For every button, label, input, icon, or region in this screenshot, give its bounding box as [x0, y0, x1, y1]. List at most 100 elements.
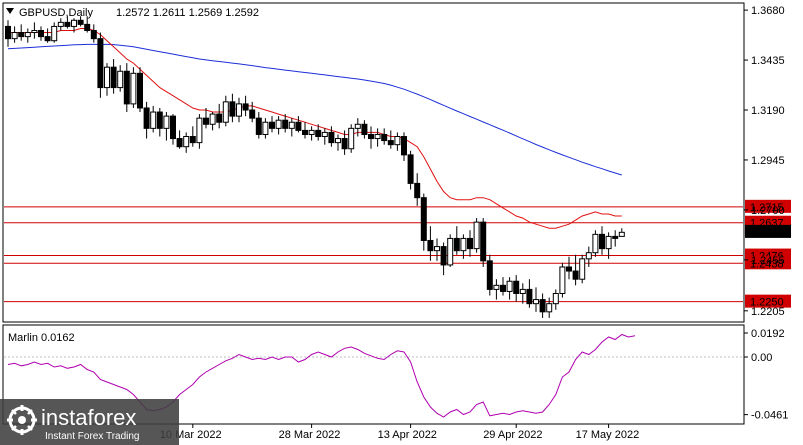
candle-bearish [526, 288, 533, 305]
oscillator-panel-frame [2, 324, 745, 425]
watermark-tagline: Instant Forex Trading [45, 431, 140, 442]
candle-bearish [90, 30, 97, 40]
candle-bullish [51, 25, 58, 42]
instaforex-logo-icon [7, 405, 37, 435]
candle-bullish [24, 32, 31, 38]
osc-tick-label: 0.0192 [751, 328, 785, 340]
oscillator-title: Marlin 0.0162 [8, 332, 75, 344]
level-price-label: 1.2438 [750, 258, 784, 270]
candle-bullish [183, 136, 190, 148]
candle-bullish [473, 221, 480, 250]
candle-bearish [302, 129, 308, 135]
current-price-badge [745, 224, 791, 238]
candle-bearish [242, 103, 249, 111]
candle-bearish [420, 197, 427, 241]
candle-bearish [328, 131, 335, 144]
level-price-badge [745, 199, 791, 213]
main-panel-frame [2, 2, 745, 323]
candles-layer [5, 16, 625, 318]
collapse-triangle-icon[interactable] [6, 8, 14, 14]
candle-bearish [18, 32, 25, 38]
candle-bearish [612, 235, 619, 239]
candle-bullish [275, 119, 282, 129]
candle-bearish [486, 260, 493, 290]
x-tick-label: 28 Mar 2022 [279, 429, 341, 441]
candle-bullish [104, 66, 110, 89]
candle-bearish [249, 109, 256, 119]
candle-bearish [123, 70, 130, 105]
candle-bearish [467, 237, 473, 250]
oscillator-line [7, 333, 636, 418]
candle-bearish [143, 107, 150, 129]
y-tick-label: 1.3680 [751, 5, 785, 17]
candle-bullish [196, 117, 203, 144]
candle-bearish [387, 140, 394, 146]
candle-bearish [282, 119, 289, 129]
candle-bullish [559, 266, 566, 294]
candle-bullish [460, 237, 467, 252]
x-tick-label: 13 Apr 2022 [378, 429, 437, 441]
y-tick-label: 1.2205 [751, 306, 785, 318]
candle-bullish [31, 30, 38, 34]
candle-bearish [84, 23, 91, 32]
candle-bullish [236, 103, 242, 117]
candle-bearish [539, 299, 546, 313]
candle-bullish [592, 233, 599, 254]
candle-bullish [374, 133, 381, 140]
candle-bearish [189, 136, 196, 144]
candle-bullish [447, 237, 454, 266]
candle-bullish [288, 121, 295, 129]
candle-bullish [222, 101, 229, 123]
candle-bearish [269, 121, 275, 129]
candle-bearish [513, 280, 520, 294]
candle-bullish [434, 246, 440, 252]
candle-bearish [110, 66, 117, 89]
slow-moving-average-line [7, 43, 622, 176]
level-price-label: 1.2250 [750, 297, 784, 309]
candle-bearish [427, 239, 434, 252]
oscillator-panel: 0.0192 0.00 -0.0461 Marlin 0.0162 [2, 324, 788, 425]
candle-bullish [506, 280, 513, 292]
candle-bullish [262, 121, 269, 135]
price-axis: 1.3680 1.3435 1.3190 1.2945 1.2700 1.2455 1.22… [744, 5, 785, 318]
candle-bullish [321, 131, 328, 138]
candle-bullish [605, 235, 612, 250]
candle-bearish [599, 233, 605, 250]
candle-bearish [341, 138, 348, 150]
candle-bearish [295, 121, 302, 131]
candle-bearish [480, 221, 487, 262]
ma-layer [7, 28, 622, 229]
candle-bearish [176, 138, 183, 148]
y-tick-label: 1.2455 [751, 255, 785, 267]
candle-bearish [5, 25, 11, 40]
candle-bullish [11, 32, 18, 40]
candle-bullish [71, 19, 77, 27]
candle-bullish [354, 123, 361, 129]
watermark: instaforex Instant Forex Trading [0, 399, 179, 445]
candle-bearish [170, 115, 176, 140]
candle-bearish [216, 113, 223, 123]
candle-bearish [203, 117, 209, 125]
candle-bullish [348, 127, 355, 150]
candle-bearish [77, 19, 84, 25]
candle-bullish [335, 138, 341, 144]
candle-bullish [585, 252, 592, 260]
candle-bullish [130, 72, 137, 105]
ohlc-readout: 1.2572 1.2611 1.2569 1.2592 [116, 7, 259, 19]
candle-bearish [64, 21, 71, 27]
level-price-badge [745, 294, 791, 308]
candle-bullish [394, 136, 401, 146]
candle-bearish [97, 38, 104, 89]
candle-bullish [150, 111, 157, 129]
candle-bearish [566, 266, 572, 272]
y-tick-label: 1.3190 [751, 105, 785, 117]
candle-bearish [572, 270, 579, 280]
candle-bullish [546, 303, 553, 313]
candle-bullish [117, 70, 124, 89]
candle-bullish [163, 115, 170, 129]
candle-bullish [209, 113, 216, 125]
candle-bearish [315, 129, 322, 138]
watermark-box [0, 399, 179, 445]
